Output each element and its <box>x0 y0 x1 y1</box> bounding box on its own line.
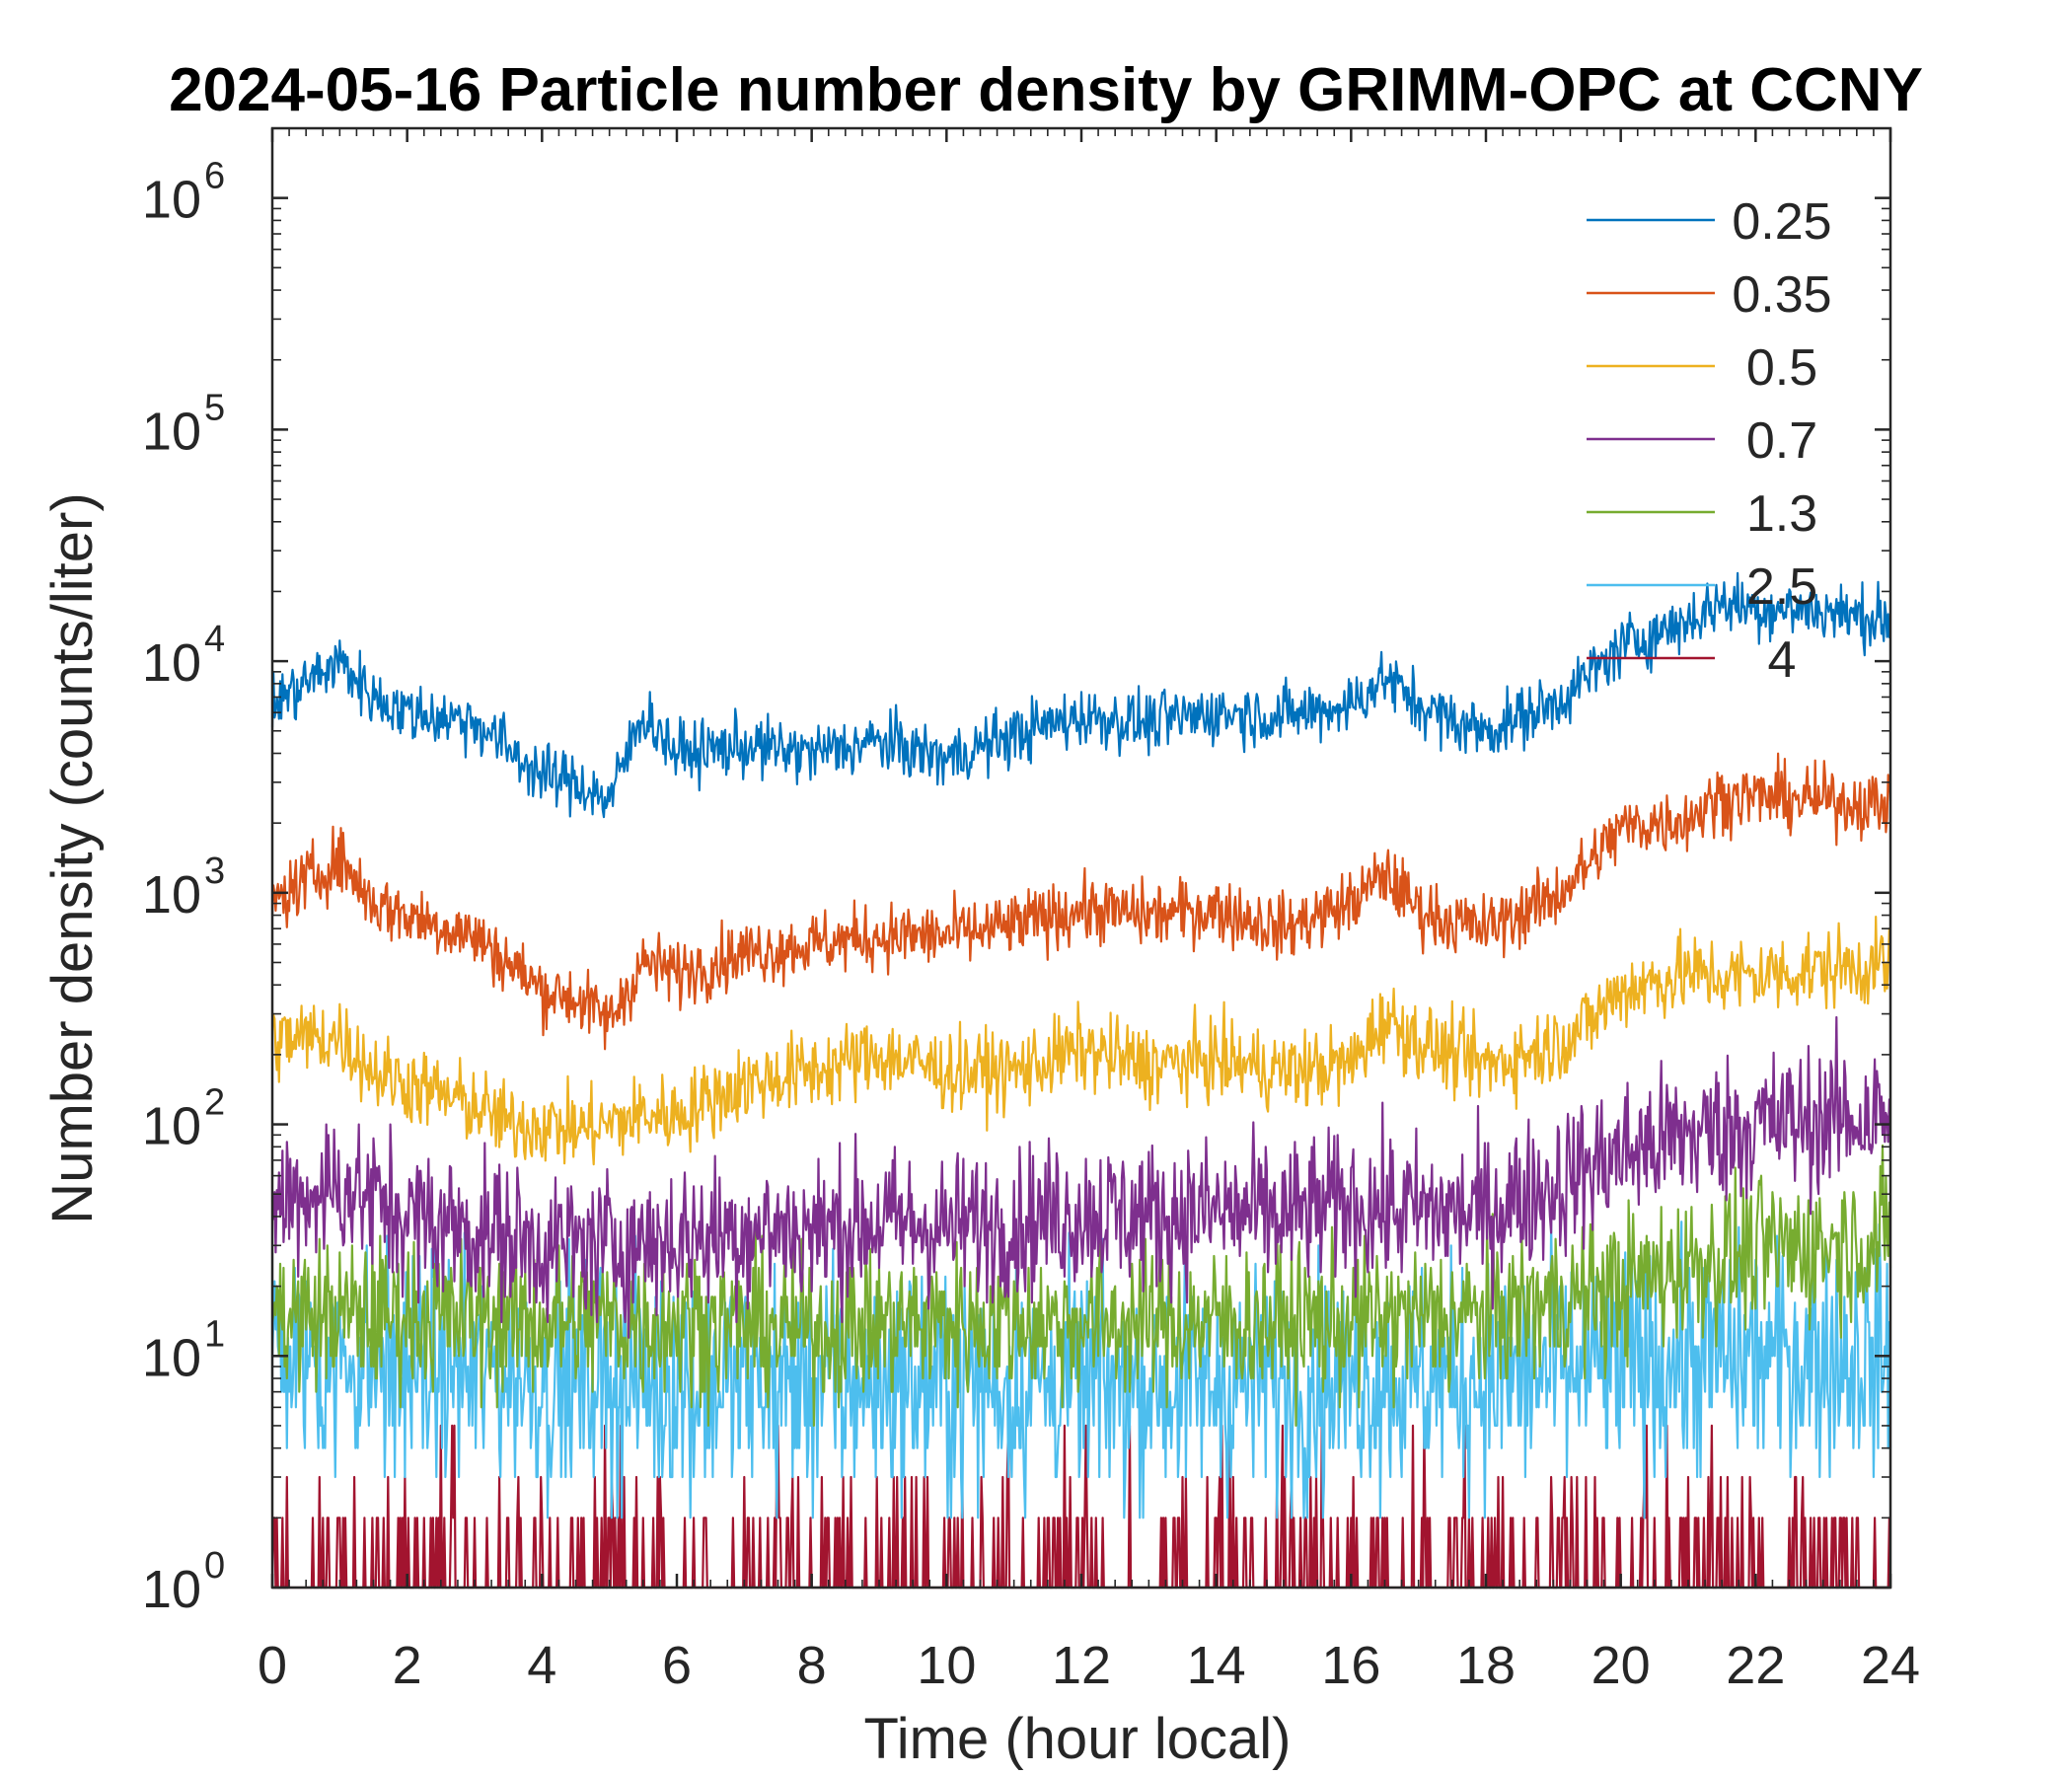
y-tick-exponent: 3 <box>204 851 225 892</box>
y-tick-label: 10 6 <box>142 156 225 230</box>
y-tick-label: 10 3 <box>142 851 225 925</box>
legend-label: 1.3 <box>1746 485 1817 543</box>
y-tick-base: 10 <box>142 1328 201 1387</box>
legend-label: 2.5 <box>1746 558 1817 616</box>
y-tick-base: 10 <box>142 1560 201 1619</box>
legend-item: 0.7 <box>1587 412 1817 470</box>
legend-label: 0.35 <box>1732 266 1831 324</box>
legend-label: 4 <box>1768 631 1797 689</box>
y-tick-label: 10 2 <box>142 1082 225 1156</box>
y-tick-exponent: 5 <box>204 387 225 428</box>
y-axis-label: Number density (counts/liter) <box>40 492 105 1223</box>
legend-label: 0.5 <box>1746 339 1817 397</box>
y-tick-exponent: 2 <box>204 1082 225 1124</box>
y-tick-base: 10 <box>142 865 201 925</box>
legend-item: 2.5 <box>1587 558 1817 616</box>
legend-label: 0.7 <box>1746 412 1817 470</box>
x-tick-labels: 0 2 4 6 8 10 12 14 16 18 20 22 24 <box>258 1636 1920 1695</box>
x-tick-label: 8 <box>797 1636 827 1695</box>
chart-title: 2024-05-16 Particle number density by GR… <box>169 56 1923 124</box>
x-tick-label: 22 <box>1726 1636 1785 1695</box>
series-line-0.7 <box>270 1015 1891 1339</box>
series-line-2.5 <box>270 1221 1892 1519</box>
y-tick-label: 10 4 <box>142 619 225 693</box>
legend-item: 0.35 <box>1587 266 1832 324</box>
y-tick-exponent: 1 <box>204 1313 225 1355</box>
x-tick-label: 14 <box>1187 1636 1246 1695</box>
y-tick-label: 10 5 <box>142 387 225 461</box>
x-tick-label: 18 <box>1456 1636 1516 1695</box>
y-tick-label: 10 0 <box>142 1545 225 1619</box>
y-tick-base: 10 <box>142 633 201 693</box>
legend: 0.25 0.35 0.5 0.7 1.3 2.5 4 <box>1587 193 1832 689</box>
legend-item: 0.5 <box>1587 339 1817 397</box>
x-tick-label: 12 <box>1052 1636 1111 1695</box>
series-line-0.25 <box>270 571 1892 819</box>
y-tick-base: 10 <box>142 402 201 461</box>
x-tick-label: 4 <box>527 1636 556 1695</box>
legend-item: 0.25 <box>1587 193 1832 251</box>
x-axis-label: Time (hour local) <box>864 1707 1292 1771</box>
legend-item: 1.3 <box>1587 485 1817 543</box>
y-tick-label: 10 1 <box>142 1313 225 1387</box>
x-tick-label: 6 <box>662 1636 692 1695</box>
x-tick-label: 24 <box>1861 1636 1920 1695</box>
x-tick-label: 16 <box>1321 1636 1380 1695</box>
series-line-1.3 <box>270 1144 1892 1428</box>
legend-item: 4 <box>1587 631 1796 689</box>
y-tick-exponent: 0 <box>204 1545 225 1587</box>
y-tick-base: 10 <box>142 171 201 230</box>
series-line-0.35 <box>270 752 1892 1051</box>
y-tick-exponent: 4 <box>204 619 225 660</box>
y-tick-base: 10 <box>142 1097 201 1156</box>
y-tick-exponent: 6 <box>204 156 225 197</box>
x-tick-label: 20 <box>1591 1636 1651 1695</box>
x-tick-label: 0 <box>258 1636 287 1695</box>
series-layer <box>270 571 1892 1590</box>
x-tick-label: 2 <box>393 1636 422 1695</box>
axes-ticks <box>270 127 1892 1590</box>
x-tick-label: 10 <box>917 1636 976 1695</box>
legend-label: 0.25 <box>1732 193 1831 251</box>
series-line-0.5 <box>270 915 1892 1166</box>
